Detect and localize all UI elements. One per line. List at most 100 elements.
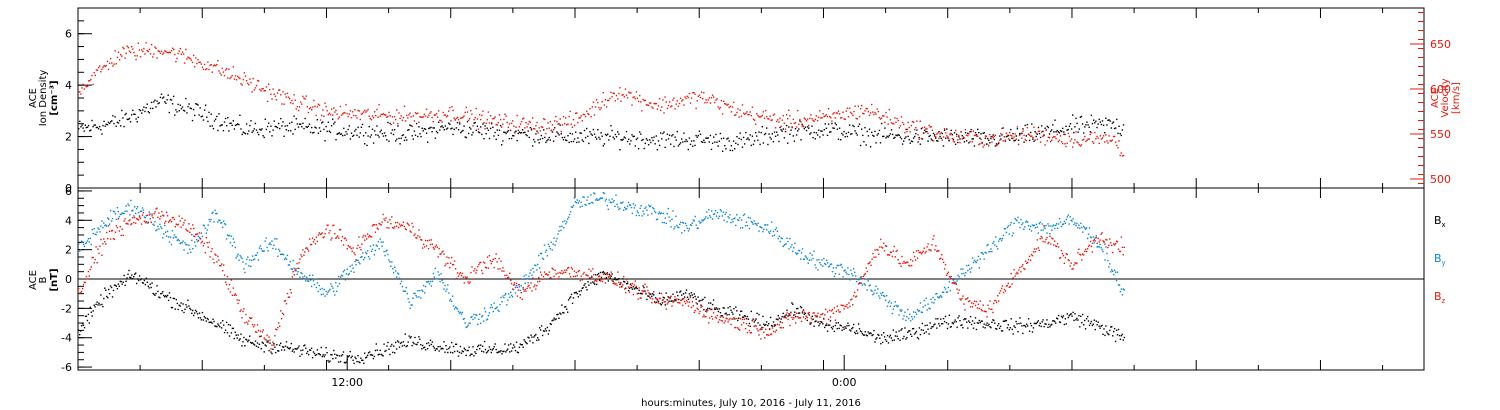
bx-point <box>151 282 153 284</box>
by-point <box>427 280 430 283</box>
by-point <box>1093 242 1095 244</box>
bx-point <box>152 292 154 295</box>
bx-point <box>98 302 100 304</box>
bx-point <box>254 340 257 342</box>
bz-point <box>711 315 713 318</box>
density-point <box>486 127 488 129</box>
velocity-point <box>408 114 410 116</box>
bx-point <box>350 356 352 359</box>
bz-point <box>596 280 598 282</box>
bz-point <box>329 229 331 232</box>
by-point <box>596 198 598 200</box>
bx-point <box>539 327 541 329</box>
bz-point <box>156 207 158 209</box>
bx-point <box>427 342 430 344</box>
bz-point <box>560 272 562 275</box>
density-point <box>1016 128 1019 130</box>
by-point <box>482 320 485 322</box>
density-point <box>296 123 299 125</box>
density-point <box>625 130 628 133</box>
velocity-point <box>392 122 395 124</box>
bx-point <box>355 357 357 360</box>
bx-point <box>740 310 742 313</box>
by-point <box>676 224 678 227</box>
velocity-point <box>964 129 967 131</box>
velocity-point <box>386 116 388 118</box>
bottom-left-tick-label: 0 <box>65 273 72 286</box>
velocity-point <box>1109 140 1111 142</box>
bz-point <box>536 285 538 287</box>
bz-point <box>372 224 375 226</box>
velocity-point <box>1020 132 1022 135</box>
velocity-point <box>647 104 650 106</box>
by-point <box>225 238 228 240</box>
velocity-point <box>234 75 237 77</box>
by-point <box>664 217 666 219</box>
density-point <box>1017 139 1020 141</box>
velocity-point <box>767 118 769 120</box>
by-point <box>1105 246 1107 248</box>
bx-point <box>892 329 894 331</box>
bz-point <box>787 318 789 321</box>
by-point <box>865 278 867 280</box>
velocity-point <box>656 108 659 110</box>
by-point <box>782 245 784 248</box>
by-point <box>1013 222 1015 224</box>
by-point <box>172 237 175 239</box>
bx-point <box>609 277 611 279</box>
bx-point <box>166 294 169 297</box>
bx-point <box>1016 323 1018 325</box>
bx-point <box>969 321 971 324</box>
bz-point <box>460 274 463 277</box>
bx-point <box>607 280 609 282</box>
bz-point <box>193 227 195 230</box>
velocity-point <box>143 47 145 50</box>
density-point <box>885 137 887 139</box>
density-point <box>356 134 358 136</box>
velocity-point <box>314 105 316 107</box>
by-point <box>130 199 132 202</box>
bz-point <box>243 308 245 310</box>
by-point <box>1109 263 1111 265</box>
velocity-point <box>399 117 401 120</box>
bx-point <box>118 285 120 287</box>
by-point <box>301 272 303 275</box>
velocity-point <box>1107 142 1109 144</box>
bz-point <box>542 276 545 278</box>
bx-point <box>416 343 418 346</box>
density-point <box>306 126 308 129</box>
bx-point <box>520 344 522 346</box>
by-point <box>596 199 599 201</box>
density-point <box>284 125 286 127</box>
bx-point <box>1067 316 1069 319</box>
bx-point <box>778 317 780 319</box>
bz-point <box>564 269 566 271</box>
density-point <box>998 142 1000 144</box>
by-point <box>391 261 393 263</box>
bx-point <box>199 317 202 319</box>
bx-point <box>525 342 527 344</box>
bz-point <box>302 249 304 251</box>
by-point <box>254 254 257 256</box>
bz-point <box>306 247 308 249</box>
bz-point <box>652 298 654 300</box>
density-point <box>482 123 484 125</box>
by-point <box>873 292 875 294</box>
by-point <box>578 200 580 202</box>
bz-point <box>522 287 524 289</box>
by-point <box>920 311 923 313</box>
bx-point <box>128 269 130 272</box>
velocity-point <box>592 101 595 103</box>
bx-point <box>591 276 593 278</box>
density-point <box>662 132 664 135</box>
bz-point <box>650 297 652 299</box>
velocity-point <box>1016 126 1019 128</box>
bz-point <box>210 250 212 253</box>
bz-point <box>204 251 206 254</box>
velocity-point <box>304 98 306 100</box>
by-point <box>636 210 638 212</box>
bx-point <box>1093 319 1095 321</box>
by-point <box>634 204 636 207</box>
bz-point <box>614 283 616 285</box>
by-point <box>1076 222 1078 225</box>
